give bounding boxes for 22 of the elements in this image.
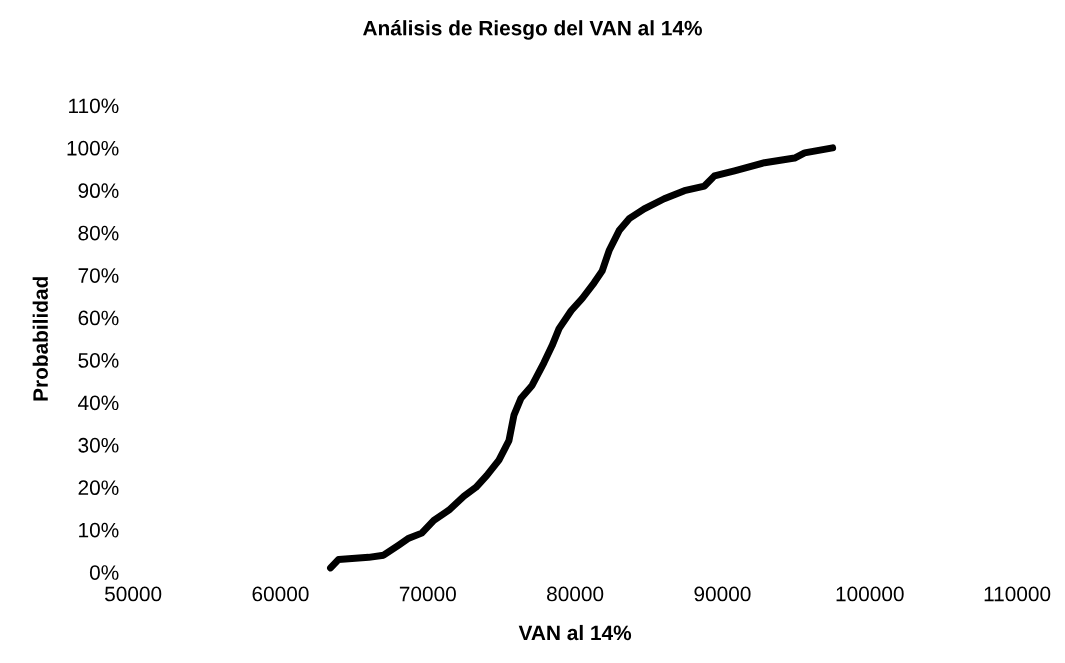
y-tick-label: 80% [78,225,119,241]
y-tick-label: 110% [69,98,119,114]
y-tick-label: 0% [89,565,119,580]
y-tick-label: 70% [78,268,119,283]
x-tick-label: 70000 [399,586,456,602]
y-tick-label: 20% [78,480,119,496]
x-tick-label: 80000 [547,586,604,602]
y-tick-label: 90% [78,183,119,199]
y-tick-label: 60% [78,310,119,326]
x-tick-label: 110000 [984,586,1051,602]
x-tick-label: 100000 [836,586,904,602]
x-axis-title: VAN al 14% [518,624,632,641]
chart-title: Análisis de Riesgo del VAN al 14% [363,19,702,40]
y-tick-label: 50% [78,353,119,368]
y-tick-label: 40% [78,395,119,411]
y-tick-label: 30% [78,437,119,453]
y-tick-label: 100% [67,140,119,156]
y-axis-title: Probabilidad [32,277,48,401]
x-tick-label: 60000 [252,586,309,602]
y-tick-label: 10% [79,522,119,538]
x-tick-label: 50000 [105,586,162,602]
x-tick-label: 90000 [694,586,751,602]
